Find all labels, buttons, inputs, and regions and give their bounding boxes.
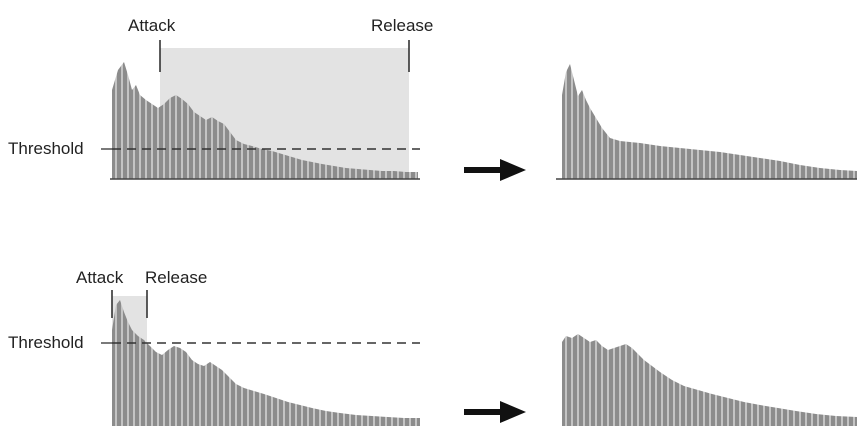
threshold-label: Threshold <box>8 333 84 352</box>
release-label: Release <box>145 268 207 287</box>
attack-label: Attack <box>128 16 176 35</box>
waveform-after <box>562 334 857 426</box>
waveform-after <box>562 64 857 179</box>
right-arrow-icon <box>464 159 526 181</box>
attack-label: Attack <box>76 268 124 287</box>
release-label: Release <box>371 16 433 35</box>
right-arrow-icon <box>464 401 526 423</box>
waveform-before <box>112 300 420 426</box>
threshold-label: Threshold <box>8 139 84 158</box>
top-example: Threshold Attack Release <box>8 16 857 181</box>
bottom-example: Threshold Attack Release <box>8 268 857 426</box>
